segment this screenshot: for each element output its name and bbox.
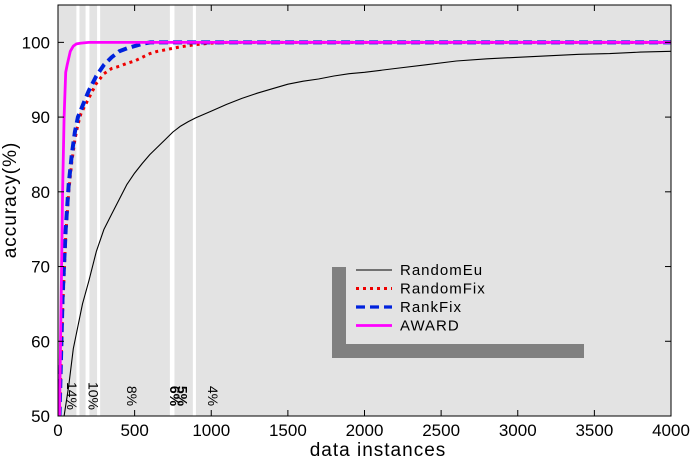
x-tick-label: 1000 xyxy=(192,421,230,440)
white-band-4 xyxy=(192,5,196,416)
legend-label-randomfix: RandomFix xyxy=(400,281,486,298)
x-tick-label: 1500 xyxy=(269,421,307,440)
x-axis-ticks: 0 500 1000 1500 2000 2500 3000 3500 4000 xyxy=(53,5,690,440)
white-band-1 xyxy=(85,5,90,416)
x-tick-label: 3500 xyxy=(575,421,613,440)
series-lines xyxy=(57,40,672,417)
region-label: 5% xyxy=(175,386,191,407)
y-tick-label: 90 xyxy=(31,108,50,127)
white-band-2 xyxy=(97,5,101,416)
y-tick-label: 50 xyxy=(31,407,50,426)
white-band-3 xyxy=(169,5,175,416)
white-bands xyxy=(76,5,196,416)
x-tick-label: 2500 xyxy=(422,421,460,440)
region-label: 6% xyxy=(167,386,183,407)
x-tick-label: 3000 xyxy=(499,421,537,440)
series-line-randomeu xyxy=(59,50,672,417)
y-tick-label: 80 xyxy=(31,183,50,202)
legend-label-award: AWARD xyxy=(400,318,460,335)
region-label: 8% xyxy=(124,386,140,406)
x-tick-label: 4000 xyxy=(652,421,690,440)
region-label: 10% xyxy=(86,382,102,410)
white-band-0 xyxy=(76,5,80,416)
x-tick-label: 0 xyxy=(53,421,62,440)
y-tick-label: 70 xyxy=(31,258,50,277)
legend-label-rankfix: RankFix xyxy=(400,299,462,316)
x-tick-label: 2000 xyxy=(346,421,384,440)
legend-label-randomeu: RandomEu xyxy=(400,262,483,279)
y-axis-ticks: 50 60 70 80 90 100 xyxy=(22,33,671,426)
y-axis-title: accuracy(%) xyxy=(0,142,21,259)
y-tick-label: 60 xyxy=(31,332,50,351)
region-label: 4% xyxy=(205,386,221,406)
legend-box xyxy=(346,256,606,344)
y-tick-label: 100 xyxy=(22,33,50,52)
x-axis-title: data instances xyxy=(310,440,447,460)
series-line-award xyxy=(58,41,671,417)
x-tick-label: 500 xyxy=(120,421,148,440)
region-label: 14% xyxy=(64,382,80,410)
